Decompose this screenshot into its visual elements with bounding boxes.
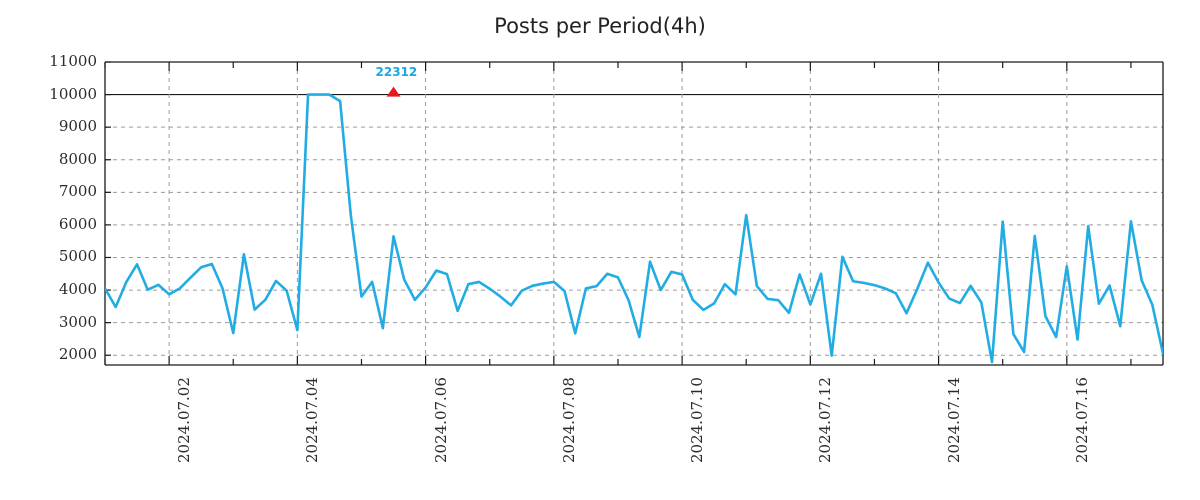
axis-frame [104,61,1164,366]
y-tick-label: 11000 [49,52,97,70]
x-tick-label: 2024.07.08 [559,377,578,463]
x-tick-label: 2024.07.14 [944,377,963,463]
y-tick-label: 7000 [58,182,97,201]
y-tick-label: 8000 [58,149,97,168]
x-tick-label: 2024.07.04 [303,377,322,463]
data-line-series [105,93,1163,364]
peak-value-label: 22312 [375,64,418,79]
peak-marker-triangle-icon [386,86,401,97]
x-tick-label: 2024.07.16 [1072,377,1091,463]
y-tick-label: 9000 [58,117,97,136]
y-tick-label: 10000 [49,84,97,103]
x-tick-label: 2024.07.10 [688,377,707,463]
y-tick-label: 4000 [58,280,97,299]
y-tick-label: 2000 [58,345,97,364]
x-tick-label: 2024.07.06 [431,377,450,463]
x-tick-label: 2024.07.02 [175,377,194,463]
y-tick-label: 6000 [58,214,97,233]
chart-title: Posts per Period(4h) [494,14,706,38]
axis-ticks [104,61,1132,365]
y-tick-label: 5000 [58,247,97,266]
y-tick-label: 3000 [58,312,97,331]
x-tick-label: 2024.07.12 [816,377,835,463]
